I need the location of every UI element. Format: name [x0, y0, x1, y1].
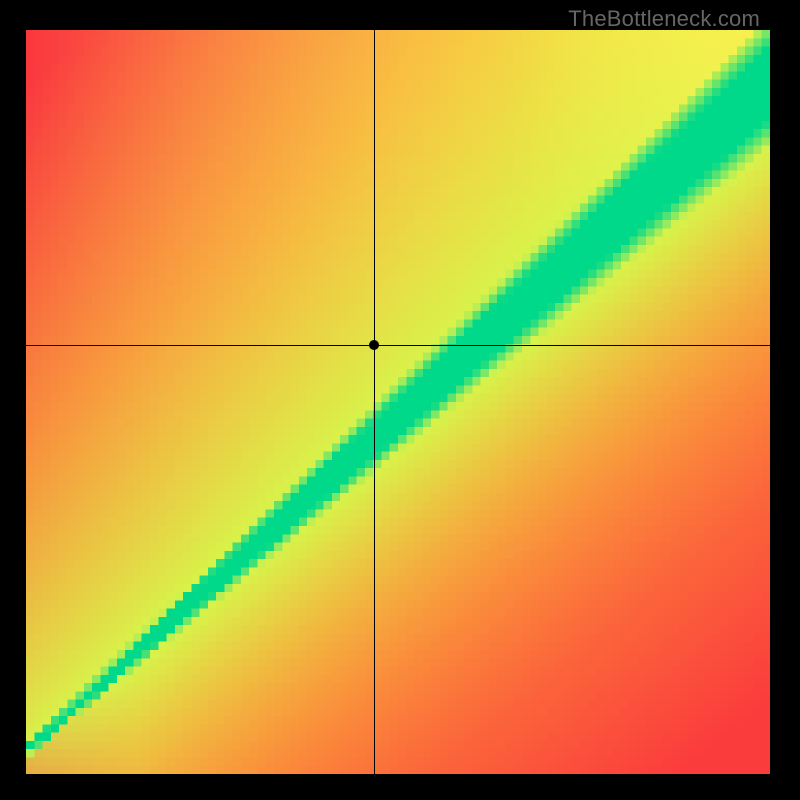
chart-container: TheBottleneck.com	[0, 0, 800, 800]
crosshair-vertical	[374, 30, 375, 774]
crosshair-horizontal	[26, 345, 770, 346]
heatmap-canvas	[26, 30, 770, 774]
crosshair-marker	[369, 340, 379, 350]
watermark-text: TheBottleneck.com	[568, 6, 760, 32]
heatmap-plot	[26, 30, 770, 774]
